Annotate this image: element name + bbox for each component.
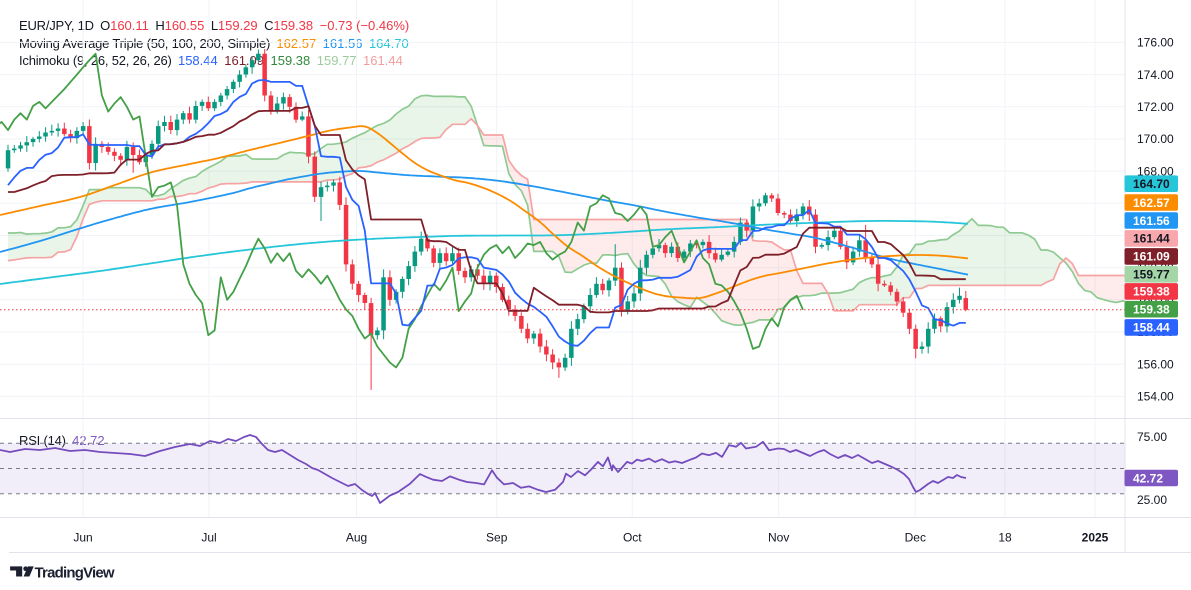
- svg-text:25.00: 25.00: [1137, 493, 1167, 507]
- svg-text:161.09: 161.09: [1133, 250, 1170, 264]
- svg-text:156.00: 156.00: [1137, 357, 1174, 371]
- svg-text:168.00: 168.00: [1137, 164, 1174, 178]
- svg-text:161.56: 161.56: [1133, 214, 1170, 228]
- svg-text:Sep: Sep: [486, 531, 508, 545]
- svg-text:Jul: Jul: [201, 531, 216, 545]
- svg-text:154.00: 154.00: [1137, 390, 1174, 404]
- svg-text:159.38: 159.38: [1133, 303, 1170, 317]
- svg-text:Nov: Nov: [768, 531, 789, 545]
- svg-text:Oct: Oct: [623, 531, 642, 545]
- svg-text:75.00: 75.00: [1137, 430, 1167, 444]
- svg-text:176.00: 176.00: [1137, 36, 1174, 50]
- svg-text:158.44: 158.44: [1133, 321, 1170, 335]
- svg-text:2025: 2025: [1082, 531, 1109, 545]
- svg-text:164.70: 164.70: [1133, 177, 1170, 191]
- svg-text:159.77: 159.77: [1133, 268, 1170, 282]
- svg-text:Aug: Aug: [346, 531, 367, 545]
- svg-text:170.00: 170.00: [1137, 132, 1174, 146]
- svg-text:172.00: 172.00: [1137, 100, 1174, 114]
- svg-text:159.38: 159.38: [1133, 285, 1170, 299]
- svg-text:161.44: 161.44: [1133, 232, 1170, 246]
- svg-text:174.00: 174.00: [1137, 68, 1174, 82]
- svg-text:18: 18: [998, 531, 1012, 545]
- svg-text:42.72: 42.72: [1133, 471, 1163, 485]
- svg-text:TradingView: TradingView: [35, 564, 115, 581]
- svg-text:Dec: Dec: [905, 531, 926, 545]
- svg-text:Jun: Jun: [73, 531, 92, 545]
- svg-text:162.57: 162.57: [1133, 196, 1170, 210]
